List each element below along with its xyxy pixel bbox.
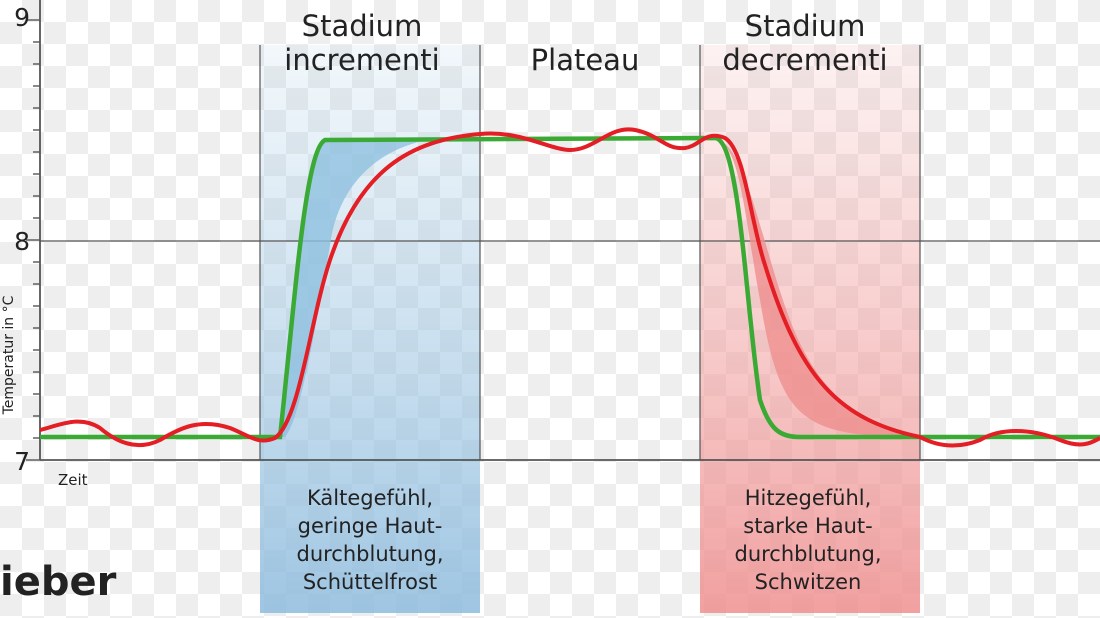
x-axis-label: Zeit — [58, 471, 88, 489]
caption: ieber — [0, 559, 117, 605]
phase-description: Kältegefühl, — [307, 486, 433, 510]
decrement-zone — [700, 45, 920, 613]
phase-description: geringe Haut- — [298, 514, 443, 538]
phase-title: Stadium — [745, 9, 866, 43]
grid — [39, 0, 1100, 461]
y-axis-label: Temperatur in °C — [1, 295, 17, 415]
y-tick-label: 9 — [14, 3, 30, 32]
phase-title: decrementi — [722, 43, 887, 77]
phase-description: Schwitzen — [755, 570, 862, 594]
set-point-curve — [40, 135, 1100, 440]
y-tick-label: 7 — [14, 447, 30, 476]
body-temperature-curve — [39, 127, 1100, 448]
phase-description: durchblutung, — [297, 542, 444, 566]
phase-title: Stadium — [302, 9, 423, 43]
phase-description: durchblutung, — [735, 542, 882, 566]
phase-description: starke Haut- — [743, 514, 872, 538]
phase-title: incrementi — [284, 43, 439, 77]
chill-fill — [280, 136, 478, 437]
phase-title: Plateau — [531, 43, 640, 77]
y-tick-label: 8 — [14, 227, 30, 256]
axis-ticks — [26, 19, 40, 461]
phase-description: Hitzegefühl, — [745, 486, 872, 510]
phase-description: Schüttelfrost — [303, 570, 437, 594]
